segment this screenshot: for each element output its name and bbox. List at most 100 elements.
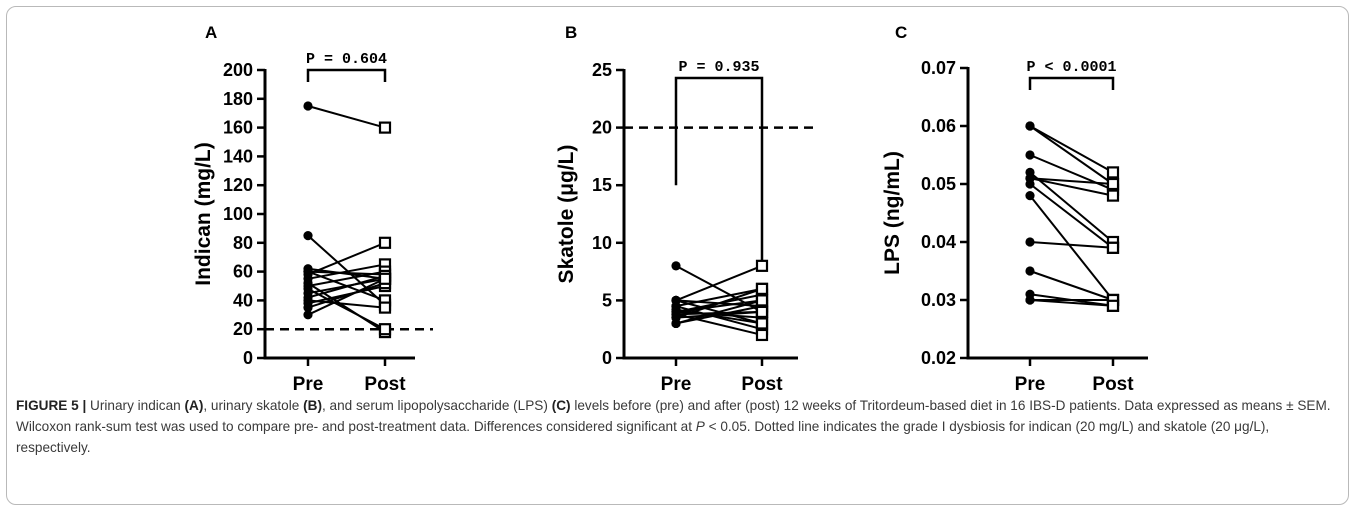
x-tick-label: Post bbox=[1092, 374, 1134, 395]
pre-point bbox=[303, 101, 313, 111]
pair-line bbox=[307, 105, 386, 129]
post-point bbox=[378, 121, 392, 134]
pair-line bbox=[307, 274, 386, 299]
panel-A: A 0 20 40 60 80 100 120 140 160 180 200 Pre Post Indic… bbox=[192, 23, 433, 395]
post-point bbox=[755, 317, 769, 330]
post-point bbox=[378, 272, 392, 285]
y-tick-label: 20 bbox=[592, 118, 612, 138]
pair-line bbox=[675, 287, 763, 308]
pre-point bbox=[1025, 191, 1035, 201]
y-tick-label: 0.07 bbox=[921, 58, 956, 78]
caption-text: < 0.05. Dotted line indicates the grade … bbox=[16, 419, 1270, 455]
pre-point bbox=[671, 261, 681, 271]
y-tick-label: 0.06 bbox=[921, 116, 956, 136]
y-tick-label: 80 bbox=[233, 233, 253, 253]
p-value-label: P = 0.935 bbox=[678, 59, 759, 76]
y-tick-label: 0.02 bbox=[921, 348, 956, 368]
post-point bbox=[378, 236, 392, 249]
pair-line bbox=[1029, 177, 1114, 185]
caption-lead: FIGURE 5 | bbox=[16, 398, 87, 413]
y-tick-label: 120 bbox=[223, 175, 253, 195]
y-tick-label: 10 bbox=[592, 233, 612, 253]
figure-frame bbox=[6, 6, 1349, 505]
caption-ref-c: (C) bbox=[551, 398, 571, 413]
panel-letter: C bbox=[895, 23, 907, 42]
pair-line bbox=[1029, 154, 1114, 191]
pre-point bbox=[671, 318, 681, 329]
pair-line bbox=[1029, 125, 1114, 174]
pair-line bbox=[1029, 183, 1114, 249]
y-tick-label: 160 bbox=[223, 118, 253, 138]
pair-line bbox=[1029, 194, 1114, 301]
pair-line bbox=[307, 234, 386, 306]
caption-text: , urinary skatole bbox=[203, 398, 304, 413]
pre-point bbox=[1025, 179, 1035, 189]
panel-letter: B bbox=[565, 23, 577, 42]
pre-point bbox=[303, 310, 313, 320]
caption-text: Urinary indican bbox=[86, 398, 185, 413]
y-tick-label: 0.05 bbox=[921, 174, 956, 194]
post-point bbox=[378, 323, 392, 336]
pair-line bbox=[1029, 299, 1114, 307]
x-tick-label: Pre bbox=[1015, 374, 1046, 395]
pre-point bbox=[303, 303, 313, 313]
y-tick-label: 140 bbox=[223, 146, 253, 166]
pair-line bbox=[1029, 241, 1114, 249]
pair-line bbox=[675, 308, 763, 325]
pre-point bbox=[1025, 266, 1035, 276]
pre-point bbox=[1025, 295, 1035, 305]
pre-point bbox=[303, 231, 313, 241]
pair-line bbox=[1029, 270, 1114, 301]
caption-ref-b: (B) bbox=[303, 398, 322, 413]
pair-line bbox=[307, 277, 386, 316]
x-tick-label: Post bbox=[741, 374, 783, 395]
p-value-label: P = 0.604 bbox=[306, 51, 387, 68]
caption-ref-a: (A) bbox=[184, 398, 204, 413]
significance-bracket bbox=[1028, 76, 1115, 90]
pair-line bbox=[307, 287, 386, 331]
y-tick-label: 0 bbox=[243, 348, 253, 368]
y-tick-label: 0.04 bbox=[921, 232, 956, 252]
post-point bbox=[1106, 189, 1120, 202]
y-tick-label: 200 bbox=[223, 60, 253, 80]
pair-line bbox=[675, 299, 763, 325]
figure-caption: FIGURE 5 | Urinary indican (A), urinary … bbox=[16, 395, 1336, 458]
caption-p-symbol: P bbox=[695, 419, 705, 434]
y-axis-title: Indican (mg/L) bbox=[192, 142, 215, 286]
y-tick-label: 5 bbox=[602, 290, 612, 310]
pair-line bbox=[675, 264, 763, 302]
y-axis-title: LPS (ng/mL) bbox=[881, 151, 904, 275]
y-tick-label: 100 bbox=[223, 204, 253, 224]
y-tick-label: 60 bbox=[233, 262, 253, 282]
pair-line bbox=[307, 299, 386, 309]
pair-line bbox=[1029, 177, 1114, 197]
post-point bbox=[755, 328, 769, 342]
caption-text: levels before (pre) and after (post) 12 … bbox=[16, 398, 1331, 434]
y-tick-label: 25 bbox=[592, 60, 612, 80]
post-point bbox=[755, 282, 769, 295]
caption-text: , and serum lipopolysaccharide (LPS) bbox=[321, 398, 552, 413]
pre-point bbox=[671, 309, 681, 319]
significance-bracket bbox=[674, 76, 764, 266]
figure-charts: A 0 20 40 60 80 100 120 140 160 180 200 Pre Post Indic… bbox=[192, 23, 1148, 395]
panel-C: C 0.02 0.03 0.04 0.05 0.06 0.07 Pre Post LPS (ng/… bbox=[881, 23, 1148, 395]
pre-point bbox=[1025, 237, 1035, 247]
panel-B: B 0 5 10 15 20 25 Pre Post Skatole (μg/L) P = 0.93… bbox=[555, 23, 816, 395]
y-tick-label: 15 bbox=[592, 175, 612, 195]
x-tick-label: Pre bbox=[661, 374, 692, 395]
pair-line bbox=[307, 241, 386, 276]
post-point bbox=[378, 301, 392, 314]
post-point bbox=[1106, 166, 1120, 179]
y-tick-label: 40 bbox=[233, 290, 253, 310]
y-tick-label: 180 bbox=[223, 89, 253, 109]
pair-line bbox=[307, 282, 386, 309]
post-point bbox=[1106, 299, 1120, 312]
pre-point bbox=[1025, 121, 1035, 131]
pre-point bbox=[1025, 150, 1035, 160]
post-point bbox=[755, 305, 769, 319]
post-point bbox=[1106, 177, 1120, 191]
x-tick-label: Pre bbox=[293, 374, 324, 395]
pair-line bbox=[307, 270, 386, 287]
panel-letter: A bbox=[205, 23, 217, 42]
pair-line bbox=[675, 310, 763, 316]
